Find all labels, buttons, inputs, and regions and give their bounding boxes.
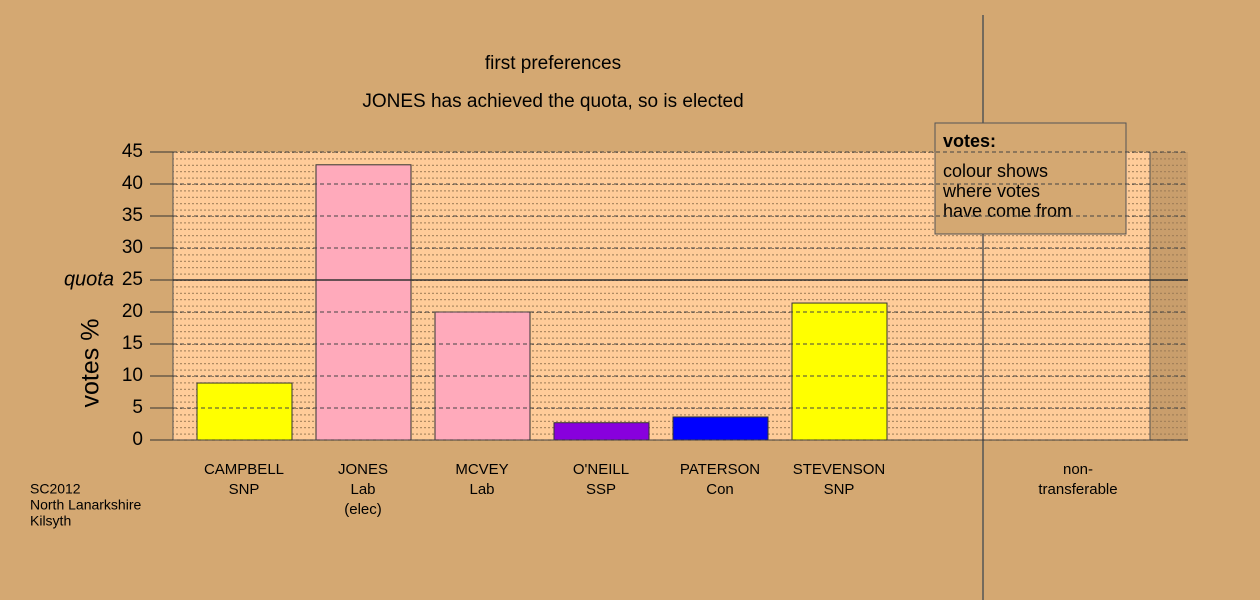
footnote: Kilsyth — [30, 513, 71, 529]
bar — [553, 422, 650, 441]
x-tick-label: transferable — [1038, 481, 1117, 498]
legend-text: where votes — [942, 181, 1040, 201]
bar — [315, 164, 412, 441]
bar — [791, 302, 888, 441]
footnote: North Lanarkshire — [30, 497, 141, 513]
x-tick-label: non- — [1063, 461, 1093, 478]
x-tick-label: SNP — [229, 481, 260, 498]
footnote: SC2012 — [30, 481, 81, 497]
y-tick-label: 40 — [122, 173, 143, 194]
x-tick-label: SSP — [586, 481, 616, 498]
bar — [196, 382, 293, 441]
y-tick-label: 30 — [122, 237, 143, 258]
y-tick-label: 25 — [122, 269, 143, 290]
y-tick-label: 5 — [132, 397, 143, 418]
y-tick-label: 35 — [122, 205, 143, 226]
x-tick-label: Lab — [350, 481, 375, 498]
quota-label: quota — [64, 268, 114, 290]
chart-subtitle: JONES has achieved the quota, so is elec… — [362, 91, 743, 112]
legend-title: votes: — [943, 131, 996, 151]
legend: votes: colour shows where votes have com… — [934, 122, 1127, 235]
y-tick-label: 20 — [122, 301, 143, 322]
x-tick-label: MCVEY — [455, 461, 508, 478]
legend-text: have come from — [943, 201, 1072, 221]
x-tick-label: Con — [706, 481, 734, 498]
x-tick-label: SNP — [824, 481, 855, 498]
bars — [196, 164, 1126, 441]
x-tick-label: (elec) — [344, 501, 382, 518]
chart-title: first preferences — [485, 53, 621, 74]
x-tick-label: Lab — [469, 481, 494, 498]
legend-text: colour shows — [943, 161, 1048, 181]
y-tick-label: 15 — [122, 333, 143, 354]
y-axis-label: votes % — [77, 319, 105, 408]
bar — [672, 416, 769, 441]
x-tick-label: JONES — [338, 461, 388, 478]
x-tick-label: O'NEILL — [573, 461, 629, 478]
y-tick-label: 10 — [122, 365, 143, 386]
y-tick-label: 0 — [132, 429, 143, 450]
x-tick-label: STEVENSON — [793, 461, 886, 478]
x-tick-label: PATERSON — [680, 461, 760, 478]
y-tick-label: 45 — [122, 141, 143, 162]
x-tick-label: CAMPBELL — [204, 461, 284, 478]
